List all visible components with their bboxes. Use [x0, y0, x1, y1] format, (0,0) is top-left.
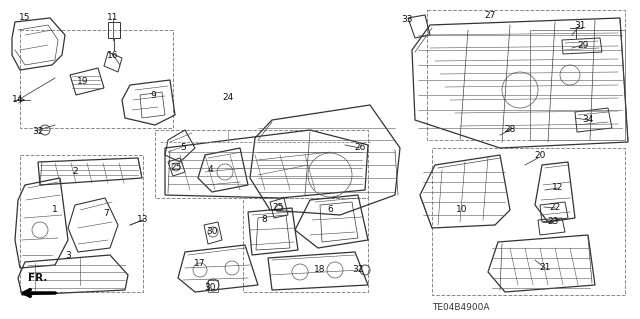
Text: 8: 8 [261, 216, 267, 225]
Text: 31: 31 [574, 20, 586, 29]
Bar [243, 198, 368, 292]
Text: 3: 3 [65, 250, 71, 259]
Text: 32: 32 [32, 127, 44, 136]
Bar [432, 148, 625, 295]
Text: 9: 9 [150, 92, 156, 100]
Text: 24: 24 [222, 93, 234, 102]
Text: 5: 5 [180, 144, 186, 152]
Text: 17: 17 [195, 258, 205, 268]
Text: 18: 18 [314, 265, 326, 275]
Text: 26: 26 [355, 144, 365, 152]
Text: 10: 10 [456, 205, 468, 214]
Text: 34: 34 [582, 115, 594, 124]
Text: 6: 6 [327, 205, 333, 214]
Text: 4: 4 [207, 166, 213, 174]
Text: 12: 12 [552, 183, 564, 192]
Text: 13: 13 [137, 216, 148, 225]
Text: 29: 29 [577, 41, 589, 49]
Text: 11: 11 [108, 13, 119, 23]
Text: 7: 7 [103, 209, 109, 218]
Text: 32: 32 [352, 265, 364, 275]
Text: 2: 2 [72, 167, 78, 176]
Text: 30: 30 [204, 283, 216, 292]
Text: FR.: FR. [28, 273, 48, 283]
Text: TE04B4900A: TE04B4900A [432, 303, 490, 313]
Text: 14: 14 [12, 95, 24, 105]
Text: 20: 20 [534, 151, 546, 160]
Text: 22: 22 [549, 204, 561, 212]
Text: 33: 33 [401, 16, 413, 25]
Text: 21: 21 [540, 263, 550, 272]
Text: 1: 1 [52, 205, 58, 214]
Text: 15: 15 [19, 13, 31, 23]
Text: 30: 30 [206, 227, 218, 236]
Bar [155, 130, 368, 198]
Bar [530, 30, 625, 140]
Text: 25: 25 [170, 164, 182, 173]
Bar [20, 155, 143, 292]
Bar [20, 30, 173, 128]
Text: 19: 19 [77, 78, 89, 86]
Text: 23: 23 [547, 218, 559, 226]
Text: 27: 27 [484, 11, 496, 19]
Bar [427, 10, 625, 140]
Text: 16: 16 [108, 50, 119, 60]
Text: 28: 28 [504, 125, 516, 135]
Text: 25: 25 [272, 204, 284, 212]
